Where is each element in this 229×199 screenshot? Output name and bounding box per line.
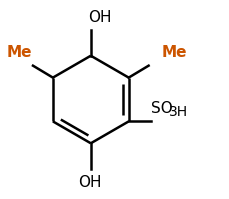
Text: 3H: 3H [169,105,188,119]
Text: SO: SO [152,101,173,116]
Text: OH: OH [78,175,101,190]
Text: OH: OH [88,10,112,25]
Text: Me: Me [7,45,32,60]
Text: Me: Me [161,45,187,60]
